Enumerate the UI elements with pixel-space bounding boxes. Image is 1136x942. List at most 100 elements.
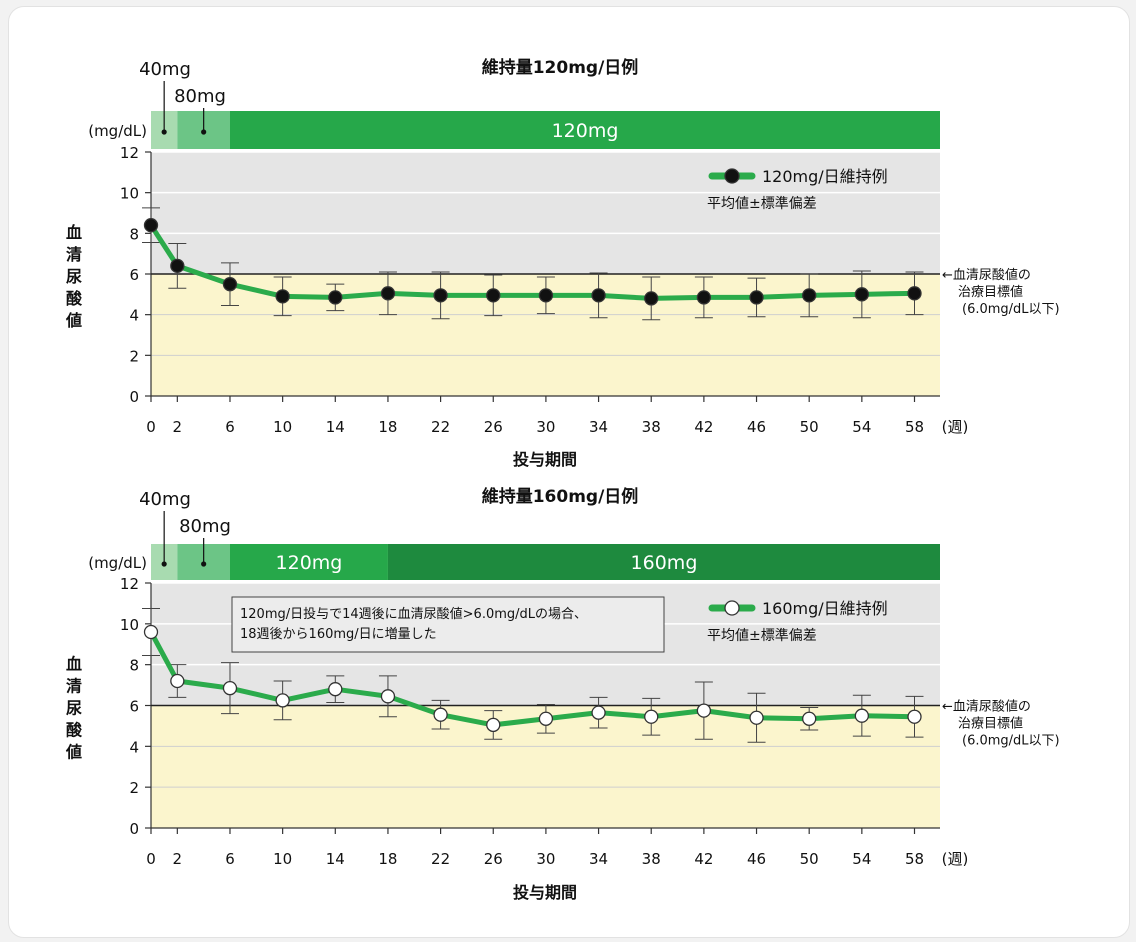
x-tick-label: 14 bbox=[326, 418, 345, 436]
y-tick-label: 0 bbox=[129, 388, 139, 406]
data-point bbox=[222, 680, 238, 696]
x-tick-label: 14 bbox=[326, 850, 345, 868]
data-point bbox=[222, 277, 238, 292]
dose-bar-label: 120mg bbox=[276, 552, 343, 574]
data-point bbox=[907, 286, 922, 301]
dose-callout-dot bbox=[201, 561, 207, 567]
data-point bbox=[749, 290, 764, 305]
dose-callout-label: 80mg bbox=[174, 86, 226, 107]
data-point bbox=[644, 709, 659, 724]
y-axis-label: 血清尿酸値 bbox=[65, 223, 83, 330]
data-point bbox=[380, 286, 396, 301]
data-point bbox=[854, 708, 869, 723]
data-point bbox=[328, 290, 343, 305]
data-point bbox=[433, 288, 448, 303]
y-tick-label: 4 bbox=[129, 307, 139, 325]
y-axis-label-char: 血 bbox=[66, 655, 82, 674]
legend-marker-swatch bbox=[724, 168, 740, 184]
legend-note: 平均値±標準偏差 bbox=[707, 196, 817, 212]
data-point bbox=[170, 258, 185, 274]
band-above-target bbox=[151, 152, 940, 274]
x-tick-label: 0 bbox=[146, 850, 156, 868]
y-unit-label: (mg/dL) bbox=[88, 122, 147, 140]
dose-bar-segment bbox=[229, 544, 388, 580]
target-line-label: ←血清尿酸値の bbox=[942, 699, 1031, 715]
x-tick-label: 50 bbox=[800, 850, 819, 868]
data-point bbox=[644, 291, 659, 306]
y-axis-label-char: 値 bbox=[65, 311, 82, 330]
series-line bbox=[148, 630, 915, 728]
legend-series-label: 120mg/日維持例 bbox=[762, 167, 888, 186]
target-line-label: (6.0mg/dL以下) bbox=[962, 302, 1060, 317]
x-tick-label: 18 bbox=[378, 418, 397, 436]
dose-bar-label: 160mg bbox=[631, 552, 698, 574]
y-axis-label-char: 尿 bbox=[66, 267, 82, 286]
data-point bbox=[907, 709, 922, 724]
x-tick-label: 26 bbox=[484, 418, 503, 436]
dose-callout-label: 80mg bbox=[179, 516, 231, 537]
y-tick-label: 2 bbox=[129, 347, 139, 365]
dose-callout-dot bbox=[161, 561, 167, 567]
data-point bbox=[591, 288, 606, 303]
y-axis-label-char: 清 bbox=[66, 677, 82, 696]
y-tick-label: 12 bbox=[120, 144, 139, 162]
data-point bbox=[486, 288, 501, 303]
note-text-line: 120mg/日投与で14週後に血清尿酸値>6.0mg/dLの場合、 bbox=[240, 606, 587, 622]
y-axis-label-char: 尿 bbox=[66, 699, 82, 718]
y-axis-label-char: 清 bbox=[66, 245, 82, 264]
legend-series-label: 160mg/日維持例 bbox=[762, 599, 888, 618]
data-point bbox=[749, 710, 764, 725]
y-axis-label-char: 酸 bbox=[66, 289, 83, 308]
y-unit-label: (mg/dL) bbox=[88, 554, 147, 572]
series-line bbox=[148, 223, 915, 301]
data-point bbox=[802, 288, 817, 303]
x-tick-label: 18 bbox=[378, 850, 397, 868]
data-point bbox=[486, 717, 501, 733]
y-axis-label-char: 値 bbox=[65, 743, 82, 762]
chart-panel-1: 維持量120mg/日例120mg40mg80mg(mg/dL)024681012… bbox=[65, 57, 1060, 469]
y-axis-label-char: 血 bbox=[66, 223, 82, 242]
y-axis-label-char: 酸 bbox=[66, 721, 83, 740]
x-tick-label: 50 bbox=[800, 418, 819, 436]
x-tick-label: 10 bbox=[273, 418, 292, 436]
data-point bbox=[538, 288, 554, 303]
target-line-label: ←血清尿酸値の bbox=[942, 267, 1031, 283]
dose-callout-label: 40mg bbox=[139, 59, 191, 80]
legend-marker-swatch bbox=[724, 600, 740, 616]
x-tick-label: 42 bbox=[694, 850, 713, 868]
data-point bbox=[854, 287, 869, 302]
y-tick-label: 0 bbox=[129, 820, 139, 838]
data-point bbox=[143, 218, 159, 233]
x-tick-label: 22 bbox=[431, 850, 450, 868]
x-tick-label: 34 bbox=[589, 850, 608, 868]
dose-bar-segment bbox=[229, 111, 940, 149]
x-tick-label: 58 bbox=[905, 418, 924, 436]
y-tick-label: 12 bbox=[120, 575, 139, 593]
x-axis-label: 投与期間 bbox=[513, 883, 577, 902]
x-tick-label: 34 bbox=[589, 418, 608, 436]
data-points bbox=[143, 218, 922, 306]
data-point bbox=[696, 703, 712, 718]
x-tick-label: 42 bbox=[694, 418, 713, 436]
chart-title: 維持量160mg/日例 bbox=[482, 486, 639, 507]
dose-callout-dot bbox=[161, 129, 167, 135]
x-tick-label: 46 bbox=[747, 850, 766, 868]
y-tick-label: 4 bbox=[129, 738, 139, 756]
y-tick-label: 6 bbox=[129, 698, 139, 716]
data-point bbox=[696, 290, 712, 305]
x-tick-label: 58 bbox=[905, 850, 924, 868]
x-tick-label: 0 bbox=[146, 418, 156, 436]
data-point bbox=[275, 693, 290, 708]
x-axis-label: 投与期間 bbox=[513, 450, 577, 469]
dose-callout-label: 40mg bbox=[139, 489, 191, 510]
x-tick-label: 26 bbox=[484, 850, 503, 868]
x-tick-label: 30 bbox=[536, 418, 555, 436]
data-point bbox=[591, 705, 606, 720]
note-box bbox=[231, 596, 665, 653]
x-unit-label: (週) bbox=[942, 418, 969, 436]
data-point bbox=[170, 673, 185, 689]
data-points bbox=[143, 624, 922, 733]
